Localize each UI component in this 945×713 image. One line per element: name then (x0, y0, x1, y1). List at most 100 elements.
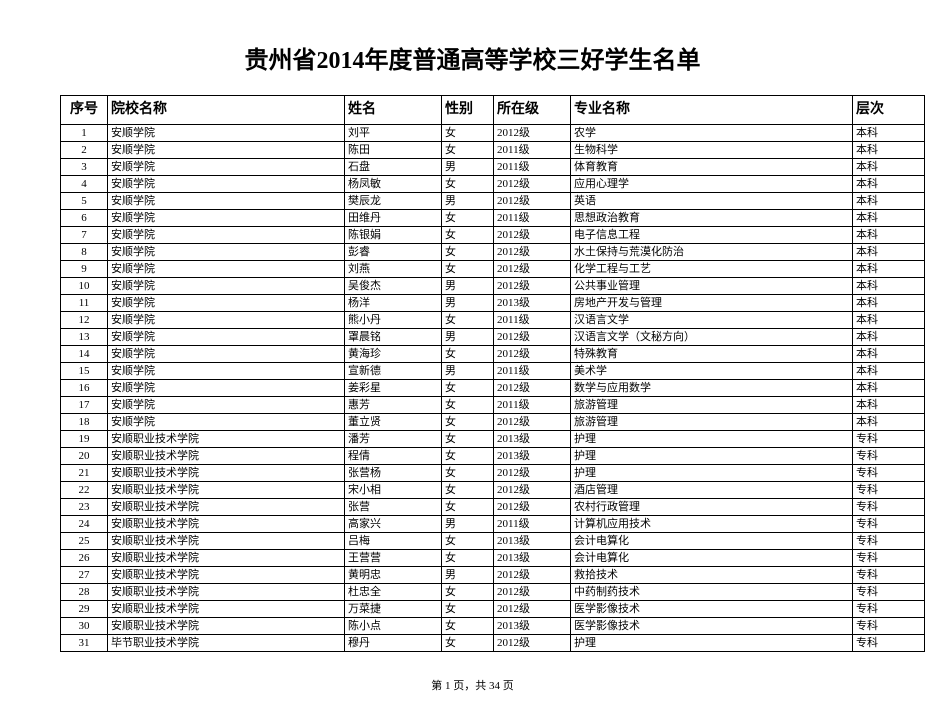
cell: 2012级 (494, 601, 571, 618)
cell: 18 (61, 414, 108, 431)
cell: 化学工程与工艺 (571, 261, 853, 278)
table-row: 4安顺学院杨凤敏女2012级应用心理学本科 (61, 176, 925, 193)
cell: 高家兴 (345, 516, 442, 533)
cell: 女 (442, 601, 494, 618)
cell: 医学影像技术 (571, 601, 853, 618)
cell: 2013级 (494, 295, 571, 312)
cell: 美术学 (571, 363, 853, 380)
cell: 6 (61, 210, 108, 227)
cell: 女 (442, 210, 494, 227)
cell: 安顺学院 (108, 295, 345, 312)
cell: 2011级 (494, 363, 571, 380)
header-row: 序号 院校名称 姓名 性别 所在级 专业名称 层次 (61, 96, 925, 125)
table-row: 15安顺学院宣新德男2011级美术学本科 (61, 363, 925, 380)
cell: 2012级 (494, 567, 571, 584)
cell: 安顺学院 (108, 176, 345, 193)
col-header-name: 姓名 (345, 96, 442, 125)
cell: 女 (442, 465, 494, 482)
cell: 本科 (853, 261, 925, 278)
table-row: 19安顺职业技术学院潘芳女2013级护理专科 (61, 431, 925, 448)
cell: 安顺职业技术学院 (108, 448, 345, 465)
cell: 女 (442, 346, 494, 363)
cell: 女 (442, 431, 494, 448)
cell: 本科 (853, 312, 925, 329)
cell: 安顺职业技术学院 (108, 516, 345, 533)
cell: 专科 (853, 431, 925, 448)
cell: 女 (442, 635, 494, 652)
col-header-grade: 所在级 (494, 96, 571, 125)
cell: 专科 (853, 550, 925, 567)
cell: 特殊教育 (571, 346, 853, 363)
cell: 陈小点 (345, 618, 442, 635)
cell: 14 (61, 346, 108, 363)
cell: 安顺学院 (108, 210, 345, 227)
cell: 安顺职业技术学院 (108, 533, 345, 550)
cell: 田维丹 (345, 210, 442, 227)
cell: 女 (442, 312, 494, 329)
col-header-level: 层次 (853, 96, 925, 125)
cell: 石盘 (345, 159, 442, 176)
cell: 吕梅 (345, 533, 442, 550)
cell: 安顺职业技术学院 (108, 618, 345, 635)
cell: 安顺学院 (108, 278, 345, 295)
cell: 安顺职业技术学院 (108, 465, 345, 482)
cell: 黄海珍 (345, 346, 442, 363)
table-row: 1安顺学院刘平女2012级农学本科 (61, 125, 925, 142)
cell: 2013级 (494, 550, 571, 567)
cell: 女 (442, 550, 494, 567)
cell: 杜忠全 (345, 584, 442, 601)
table-row: 13安顺学院罩晨铭男2012级汉语言文学（文秘方向）本科 (61, 329, 925, 346)
cell: 2011级 (494, 142, 571, 159)
table-row: 8安顺学院彭睿女2012级水土保持与荒漠化防治本科 (61, 244, 925, 261)
cell: 2012级 (494, 346, 571, 363)
cell: 数学与应用数学 (571, 380, 853, 397)
table-row: 16安顺学院姜彩星女2012级数学与应用数学本科 (61, 380, 925, 397)
cell: 熊小丹 (345, 312, 442, 329)
cell: 安顺职业技术学院 (108, 482, 345, 499)
cell: 宋小相 (345, 482, 442, 499)
cell: 本科 (853, 193, 925, 210)
cell: 5 (61, 193, 108, 210)
cell: 护理 (571, 448, 853, 465)
cell: 安顺职业技术学院 (108, 567, 345, 584)
cell: 1 (61, 125, 108, 142)
cell: 专科 (853, 448, 925, 465)
cell: 女 (442, 448, 494, 465)
cell: 男 (442, 516, 494, 533)
cell: 21 (61, 465, 108, 482)
cell: 19 (61, 431, 108, 448)
cell: 专科 (853, 533, 925, 550)
cell: 安顺职业技术学院 (108, 499, 345, 516)
cell: 2011级 (494, 397, 571, 414)
cell: 房地产开发与管理 (571, 295, 853, 312)
cell: 安顺职业技术学院 (108, 431, 345, 448)
cell: 13 (61, 329, 108, 346)
cell: 2013级 (494, 618, 571, 635)
cell: 本科 (853, 142, 925, 159)
cell: 7 (61, 227, 108, 244)
cell: 体育教育 (571, 159, 853, 176)
cell: 医学影像技术 (571, 618, 853, 635)
page-title: 贵州省2014年度普通高等学校三好学生名单 (60, 40, 885, 75)
cell: 本科 (853, 346, 925, 363)
table-row: 5安顺学院樊辰龙男2012级英语本科 (61, 193, 925, 210)
cell: 2012级 (494, 227, 571, 244)
cell: 4 (61, 176, 108, 193)
cell: 26 (61, 550, 108, 567)
cell: 30 (61, 618, 108, 635)
col-header-seq: 序号 (61, 96, 108, 125)
cell: 酒店管理 (571, 482, 853, 499)
cell: 29 (61, 601, 108, 618)
cell: 28 (61, 584, 108, 601)
table-row: 6安顺学院田维丹女2011级思想政治教育本科 (61, 210, 925, 227)
cell: 张营杨 (345, 465, 442, 482)
table-row: 22安顺职业技术学院宋小相女2012级酒店管理专科 (61, 482, 925, 499)
table-row: 27安顺职业技术学院黄明忠男2012级救拾技术专科 (61, 567, 925, 584)
table-row: 2安顺学院陈田女2011级生物科学本科 (61, 142, 925, 159)
cell: 安顺职业技术学院 (108, 584, 345, 601)
cell: 王营营 (345, 550, 442, 567)
cell: 专科 (853, 567, 925, 584)
cell: 男 (442, 567, 494, 584)
table-row: 23安顺职业技术学院张营女2012级农村行政管理专科 (61, 499, 925, 516)
cell: 安顺职业技术学院 (108, 601, 345, 618)
